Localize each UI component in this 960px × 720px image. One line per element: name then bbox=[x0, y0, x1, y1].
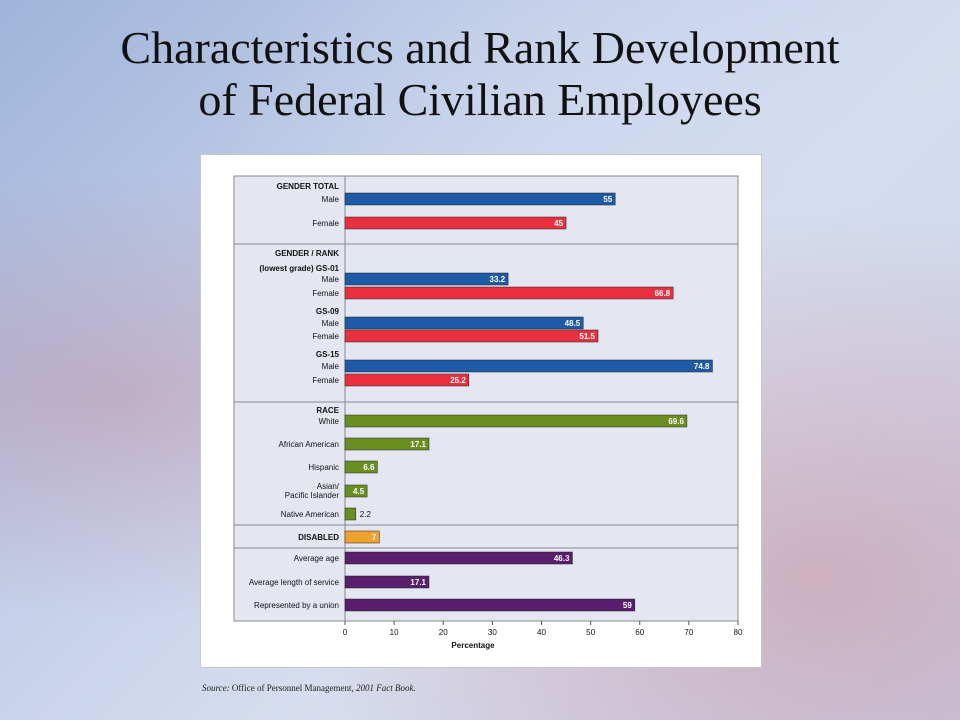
bar-1-2-0-label: Male bbox=[322, 362, 340, 371]
plot-area bbox=[233, 175, 739, 622]
bar-2-0-bar bbox=[344, 414, 688, 428]
bar-1-2-0-value-label: 74.8 bbox=[694, 362, 710, 371]
source-book: 2001 Fact Book. bbox=[355, 683, 416, 693]
bar-2-3-label: Asian/ bbox=[317, 482, 340, 491]
source-text: Office of Personnel Management, bbox=[231, 683, 354, 693]
bar-0-0-label: Male bbox=[322, 195, 340, 204]
bar-2-0-value-label: 69.6 bbox=[668, 417, 684, 426]
bar-2-1-value-label: 17.1 bbox=[410, 440, 426, 449]
bar-4-0-value-label: 46.3 bbox=[554, 554, 570, 563]
bar-1-0-1-label: Female bbox=[312, 289, 339, 298]
bar-2-1-label: African American bbox=[279, 440, 339, 449]
bar-1-0-0-value-label: 33.2 bbox=[490, 275, 506, 284]
bar-2-3-label-line-2: Pacific Islander bbox=[285, 491, 340, 500]
bar-1-0-0-label: Male bbox=[322, 275, 340, 284]
source-note: Source: Office of Personnel Management, … bbox=[202, 683, 416, 693]
slide-title-line-2: of Federal Civilian Employees bbox=[198, 74, 762, 125]
bar-4-2-label: Represented by a union bbox=[254, 601, 339, 610]
bar-4-0-label: Average age bbox=[294, 554, 340, 563]
bar-0-1-label: Female bbox=[312, 219, 339, 228]
x-tick-label-7: 70 bbox=[684, 628, 693, 637]
bar-4-1-value-label: 17.1 bbox=[410, 578, 426, 587]
bar-3-0-bar bbox=[344, 530, 380, 544]
bar-3-0-value-label: 7 bbox=[372, 533, 377, 542]
subgroup-label-0: (lowest grade) GS-01 bbox=[259, 264, 339, 273]
bar-1-0-1-bar bbox=[344, 286, 674, 300]
bar-0-1-bar bbox=[344, 216, 567, 230]
bar-2-3-value-label: 4.5 bbox=[353, 487, 365, 496]
x-tick-label-2: 20 bbox=[439, 628, 448, 637]
section-header-1: GENDER / RANK bbox=[275, 249, 339, 258]
slide-title-line-1: Characteristics and Rank Development bbox=[120, 22, 840, 73]
bar-4-0-bar bbox=[344, 551, 573, 565]
x-tick-label-1: 10 bbox=[390, 628, 399, 637]
x-tick-label-8: 80 bbox=[734, 628, 743, 637]
bar-1-1-1-value-label: 51.5 bbox=[579, 332, 595, 341]
bar-4-1-label: Average length of service bbox=[249, 578, 340, 587]
bar-2-1-bar bbox=[344, 437, 430, 451]
bar-0-0-value-label: 55 bbox=[603, 195, 612, 204]
subgroup-label-1: GS-09 bbox=[316, 307, 340, 316]
bar-4-2-value-label: 59 bbox=[623, 601, 632, 610]
bar-1-0-1-value-label: 66.8 bbox=[655, 289, 671, 298]
bar-1-1-1-label: Female bbox=[312, 332, 339, 341]
x-tick-label-4: 40 bbox=[537, 628, 546, 637]
chart-panel: GENDER TOTAL 55 Male 45 Female GENDER / RANK (… bbox=[200, 154, 762, 668]
bar-2-4-bar bbox=[344, 507, 357, 521]
x-axis-title: Percentage bbox=[451, 641, 495, 650]
subgroup-label-2: GS-15 bbox=[316, 350, 340, 359]
bar-2-2-value-label: 6.6 bbox=[363, 463, 375, 472]
section-header-2: RACE bbox=[316, 406, 339, 415]
bar-0-1-value-label: 45 bbox=[554, 219, 563, 228]
x-tick-label-3: 30 bbox=[488, 628, 497, 637]
bar-2-3-bar bbox=[344, 484, 368, 498]
bar-4-2-bar bbox=[344, 598, 636, 612]
bar-2-0-label: White bbox=[319, 417, 340, 426]
bar-0-0-bar bbox=[344, 192, 616, 206]
bar-4-1-bar bbox=[344, 575, 430, 589]
bar-1-2-1-value-label: 25.2 bbox=[450, 376, 466, 385]
bar-2-2-bar bbox=[344, 460, 378, 474]
bar-1-1-1-bar bbox=[344, 329, 599, 343]
slide-title: Characteristics and Rank Development of … bbox=[0, 22, 960, 126]
bar-chart: GENDER TOTAL 55 Male 45 Female GENDER / RANK (… bbox=[233, 175, 743, 650]
x-tick-label-0: 0 bbox=[343, 628, 348, 637]
bar-1-1-0-value-label: 48.5 bbox=[565, 319, 581, 328]
bar-1-1-0-label: Male bbox=[322, 319, 340, 328]
source-prefix: Source: bbox=[202, 683, 230, 693]
bar-2-4-label: Native American bbox=[281, 510, 339, 519]
bar-2-4-value-label: 2.2 bbox=[360, 510, 372, 519]
bar-1-2-1-label: Female bbox=[312, 376, 339, 385]
bar-1-2-0-bar bbox=[344, 359, 713, 373]
section-header-3: DISABLED bbox=[298, 533, 339, 542]
x-tick-label-6: 60 bbox=[635, 628, 644, 637]
bar-1-1-0-bar bbox=[344, 316, 584, 330]
bar-2-2-label: Hispanic bbox=[308, 463, 339, 472]
section-header-0: GENDER TOTAL bbox=[277, 182, 339, 191]
bar-1-2-1-bar bbox=[344, 373, 470, 387]
bar-1-0-0-bar bbox=[344, 272, 509, 286]
x-tick-label-5: 50 bbox=[586, 628, 595, 637]
